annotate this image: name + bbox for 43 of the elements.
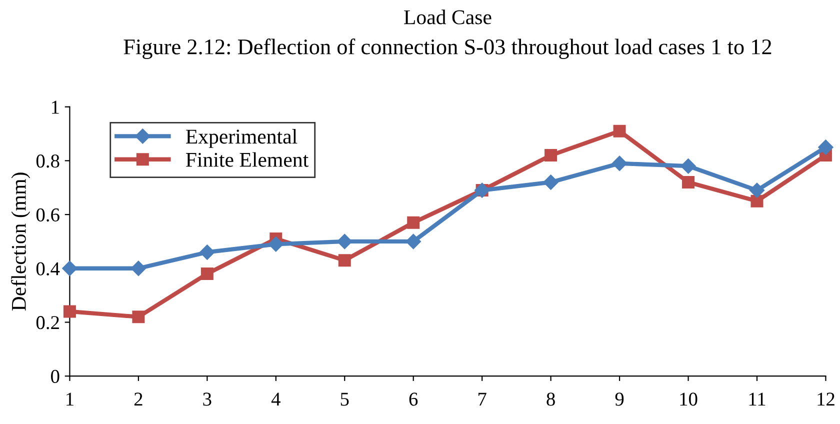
point [612, 156, 628, 171]
x-tick-label: 6 [409, 392, 418, 406]
text: Load Case [404, 10, 492, 24]
x-tick-label: 9 [615, 392, 624, 406]
x-tick-label: 10 [680, 392, 698, 406]
y-tick-label: 0.8 [36, 154, 60, 168]
point [62, 260, 78, 276]
point [337, 234, 352, 250]
point [544, 149, 558, 162]
caption: Figure 2.12: Deflection of connection S-03 throughout load cases 1 to 12 [124, 38, 772, 59]
point [750, 194, 764, 208]
y-tick-label: 1 [52, 100, 59, 114]
point [132, 310, 145, 324]
x-tick-label: 1 [66, 392, 74, 406]
y-tick-label: 0.2 [36, 316, 59, 330]
point [680, 158, 696, 174]
point [749, 182, 765, 198]
x-tick-label: 3 [203, 392, 212, 406]
point [63, 305, 76, 318]
point [406, 234, 421, 250]
y-tick-label: 0.4 [36, 262, 60, 276]
point [682, 176, 695, 188]
point [543, 174, 558, 190]
point [130, 260, 146, 276]
legend-label: Finite Element [186, 152, 308, 167]
point [613, 124, 626, 138]
point [200, 268, 214, 280]
y-tick-label: 0 [51, 370, 60, 384]
x-tick-label: 7 [478, 392, 486, 406]
point [268, 236, 284, 252]
point [407, 216, 420, 229]
y-tick-label: 0.6 [36, 208, 60, 222]
point [338, 254, 351, 267]
x-tick-label: 5 [340, 392, 349, 406]
x-tick-label: 4 [271, 392, 280, 406]
x-tick-label: 11 [749, 392, 766, 406]
point [200, 244, 215, 260]
x-tick-label: 2 [134, 392, 142, 406]
point [818, 140, 834, 155]
x-tick-label: 12 [818, 392, 834, 406]
y-axis-title: Deflection (mm) [11, 172, 30, 311]
x-tick-label: 8 [546, 392, 555, 406]
legend-label: Experimental [186, 129, 298, 148]
